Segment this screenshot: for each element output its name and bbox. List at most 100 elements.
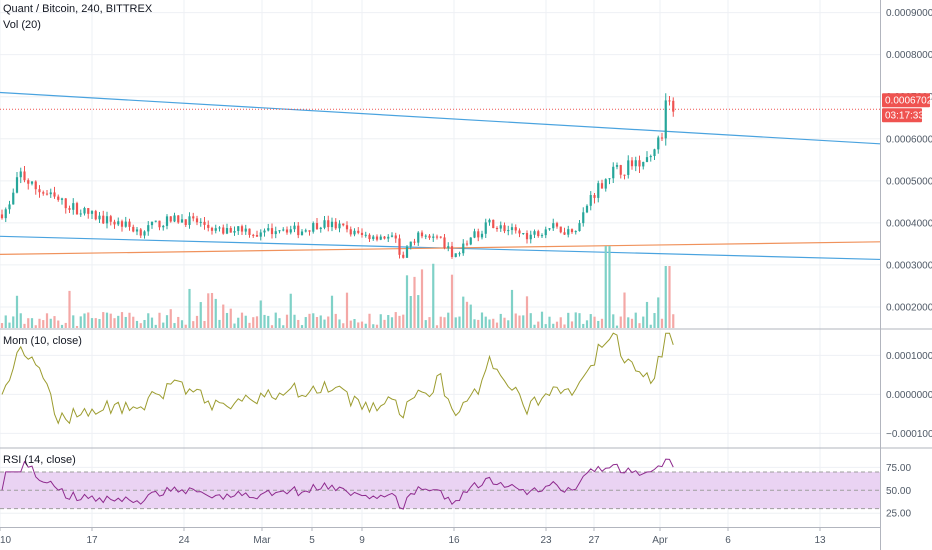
volume-bar [53, 316, 56, 328]
volume-bar [109, 313, 112, 328]
candle-body [394, 235, 397, 239]
volume-bar [222, 304, 225, 328]
candle-body [117, 221, 120, 225]
volume-bar [660, 318, 664, 328]
candle-body [263, 230, 266, 233]
candle-body [192, 216, 195, 219]
volume-bar [514, 313, 517, 328]
volume-bar [548, 316, 551, 328]
candle-body [334, 221, 337, 229]
volume-legend[interactable]: Vol (20) [3, 19, 41, 31]
candle-body [42, 192, 45, 194]
candle-body [615, 165, 619, 167]
candle-body [604, 179, 607, 189]
momentum-axis-label: 0.00000000 [886, 390, 932, 401]
candle-body [229, 228, 232, 233]
volume-bar [274, 312, 277, 328]
candle-body [630, 160, 634, 167]
volume-bar [499, 313, 502, 328]
volume-bar [338, 319, 341, 328]
candle-body [638, 160, 641, 167]
volume-bar [342, 323, 345, 328]
candle-body [68, 208, 71, 210]
symbol-title[interactable]: Quant / Bitcoin, 240, BITTREX [3, 3, 153, 15]
volume-bar [522, 315, 525, 328]
candle-body [567, 229, 570, 235]
candle-body [405, 246, 409, 258]
momentum-legend[interactable]: Mom (10, close) [3, 335, 82, 347]
volume-bar [435, 325, 439, 328]
volume-bar [49, 318, 52, 328]
candle-body [218, 227, 221, 229]
volume-bar [23, 323, 26, 328]
volume-bar [38, 318, 41, 328]
volume-bar [608, 246, 611, 328]
candle-body [210, 227, 214, 231]
candle-body [308, 230, 311, 232]
candle-body [623, 174, 626, 176]
candle-body [619, 165, 622, 175]
candle-body [514, 227, 517, 231]
volume-bar [420, 269, 424, 328]
candle-body [653, 149, 656, 157]
candle-body [600, 183, 604, 189]
candle-body [645, 157, 649, 162]
rsi-legend[interactable]: RSI (14, close) [3, 454, 76, 466]
candle-body [12, 192, 15, 205]
candle-body [105, 216, 109, 224]
volume-bar [60, 324, 64, 328]
candle-body [488, 219, 491, 223]
volume-bar [184, 324, 187, 328]
volume-bar [439, 316, 442, 328]
volume-bar [510, 289, 514, 328]
candle-body [593, 195, 596, 198]
volume-bar [315, 317, 319, 328]
candle-body [327, 220, 330, 228]
channel-upper-line [0, 91, 881, 145]
candle-body [188, 216, 191, 225]
volume-bar [300, 325, 304, 328]
volume-bar [34, 325, 37, 328]
volume-bar [285, 314, 289, 328]
volume-bars [0, 246, 675, 328]
volume-bar [229, 308, 232, 328]
volume-bar [214, 298, 217, 328]
candle-body [357, 230, 360, 233]
volume-bar [507, 320, 510, 328]
volume-bar [259, 300, 262, 328]
candle-body [158, 220, 161, 228]
volume-bar [124, 316, 127, 328]
volume-bar [162, 322, 165, 328]
orange-trend-line [0, 241, 881, 256]
volume-bar [255, 316, 259, 328]
candle-body [330, 221, 334, 228]
volume-bar [218, 319, 221, 328]
candle-body [642, 161, 645, 167]
candle-body [315, 223, 319, 230]
time-axis-label: Apr [652, 535, 668, 546]
candle-body [195, 218, 199, 223]
volume-bar [83, 313, 86, 328]
time-axis-label: 5 [309, 535, 315, 546]
time-axis-label: Mar [253, 535, 271, 546]
volume-bar [390, 317, 394, 328]
volume-bar [649, 324, 652, 328]
candle-body [379, 236, 382, 240]
time-axis-label: 16 [448, 535, 460, 546]
volume-bar [188, 288, 191, 328]
volume-bar [567, 312, 570, 328]
candle-body [72, 203, 75, 210]
time-axis-label: 13 [814, 535, 826, 546]
candle-body [360, 232, 364, 236]
candle-body [495, 228, 499, 230]
volume-bar [15, 295, 19, 328]
volume-bar [199, 302, 202, 328]
time-axis-label: 24 [178, 535, 190, 546]
volume-bar [525, 296, 529, 328]
candle-body [19, 171, 22, 178]
candle-body [259, 232, 262, 237]
